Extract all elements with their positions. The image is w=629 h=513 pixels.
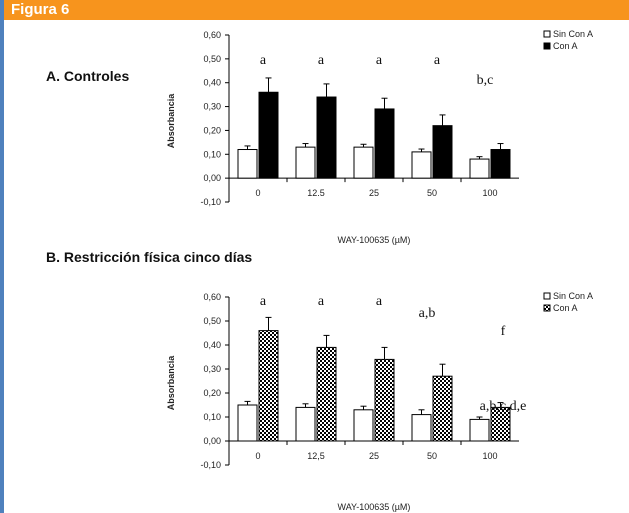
legend-swatch-con-a — [543, 42, 551, 50]
y-tick-label: 0,40 — [203, 78, 221, 88]
y-tick-label: 0,40 — [203, 340, 221, 350]
y-axis-label: Absorbancia — [166, 93, 176, 149]
significance-label: a — [260, 53, 267, 68]
x-tick-label: 0 — [255, 451, 260, 461]
y-tick-label: 0,50 — [203, 54, 221, 64]
significance-label-f: f — [501, 324, 506, 339]
y-tick-label: 0,00 — [203, 173, 221, 183]
y-tick-label: 0,30 — [203, 364, 221, 374]
y-axis-label: Absorbancia — [166, 355, 176, 411]
y-tick-label: 0,20 — [203, 125, 221, 135]
y-tick-label: 0,30 — [203, 102, 221, 112]
panel-title: A. Controles — [46, 68, 129, 84]
bar-con-a — [374, 358, 395, 442]
significance-label: a,b,c,d,e — [480, 399, 527, 414]
significance-label: a,b — [419, 306, 436, 321]
legend-label: Con A — [553, 303, 578, 313]
bar-sin-con-a — [411, 414, 432, 442]
legend-swatch-sin-con-a — [543, 30, 551, 38]
y-tick-label: 0,60 — [203, 30, 221, 40]
x-tick-label: 25 — [369, 451, 379, 461]
y-tick-label: 0,60 — [203, 292, 221, 302]
x-axis-label: WAY-100635 (µM) — [338, 235, 411, 245]
y-tick-label: -0,10 — [200, 197, 221, 207]
bar-sin-con-a — [237, 404, 258, 442]
x-tick-label: 100 — [482, 188, 497, 198]
significance-label: b,c — [477, 73, 494, 88]
figure-title: Figura 6 — [11, 1, 70, 18]
legend-swatch-con-a — [543, 304, 551, 312]
bar-sin-con-a — [469, 158, 490, 179]
x-tick-label: 0 — [255, 188, 260, 198]
bar-sin-con-a — [411, 151, 432, 179]
bar-sin-con-a — [295, 146, 316, 179]
panel-title: B. Restricción física cinco días — [46, 249, 252, 265]
bar-con-a — [432, 125, 453, 179]
x-tick-label: 100 — [482, 451, 497, 461]
y-tick-label: 0,10 — [203, 412, 221, 422]
x-tick-label: 12.5 — [307, 188, 325, 198]
bar-con-a — [432, 375, 453, 442]
significance-label: a — [318, 294, 325, 309]
bar-con-a — [374, 108, 395, 179]
x-tick-label: 25 — [369, 188, 379, 198]
bar-con-a — [490, 149, 511, 179]
bar-con-a — [316, 346, 337, 442]
bar-sin-con-a — [353, 409, 374, 442]
y-tick-label: -0,10 — [200, 460, 221, 470]
figure-header: Figura 6 — [4, 0, 629, 20]
bar-sin-con-a — [237, 149, 258, 179]
bar-con-a — [258, 330, 279, 442]
y-tick-label: 0,00 — [203, 436, 221, 446]
x-tick-label: 50 — [427, 188, 437, 198]
legend-label: Sin Con A — [553, 29, 593, 39]
significance-label: a — [318, 53, 325, 68]
significance-label: a — [376, 294, 383, 309]
bar-con-a — [258, 91, 279, 179]
x-tick-label: 50 — [427, 451, 437, 461]
significance-label: a — [434, 53, 441, 68]
bar-sin-con-a — [469, 418, 490, 442]
bar-con-a — [316, 96, 337, 179]
x-tick-label: 12,5 — [307, 451, 325, 461]
bar-sin-con-a — [295, 406, 316, 442]
significance-label: a — [376, 53, 383, 68]
y-tick-label: 0,10 — [203, 149, 221, 159]
bar-sin-con-a — [353, 146, 374, 179]
x-axis-label: WAY-100635 (µM) — [338, 502, 411, 512]
significance-label: a — [260, 294, 267, 309]
y-tick-label: 0,50 — [203, 316, 221, 326]
y-tick-label: 0,20 — [203, 388, 221, 398]
legend-label: Sin Con A — [553, 291, 593, 301]
legend-swatch-sin-con-a — [543, 292, 551, 300]
legend-label: Con A — [553, 41, 578, 51]
